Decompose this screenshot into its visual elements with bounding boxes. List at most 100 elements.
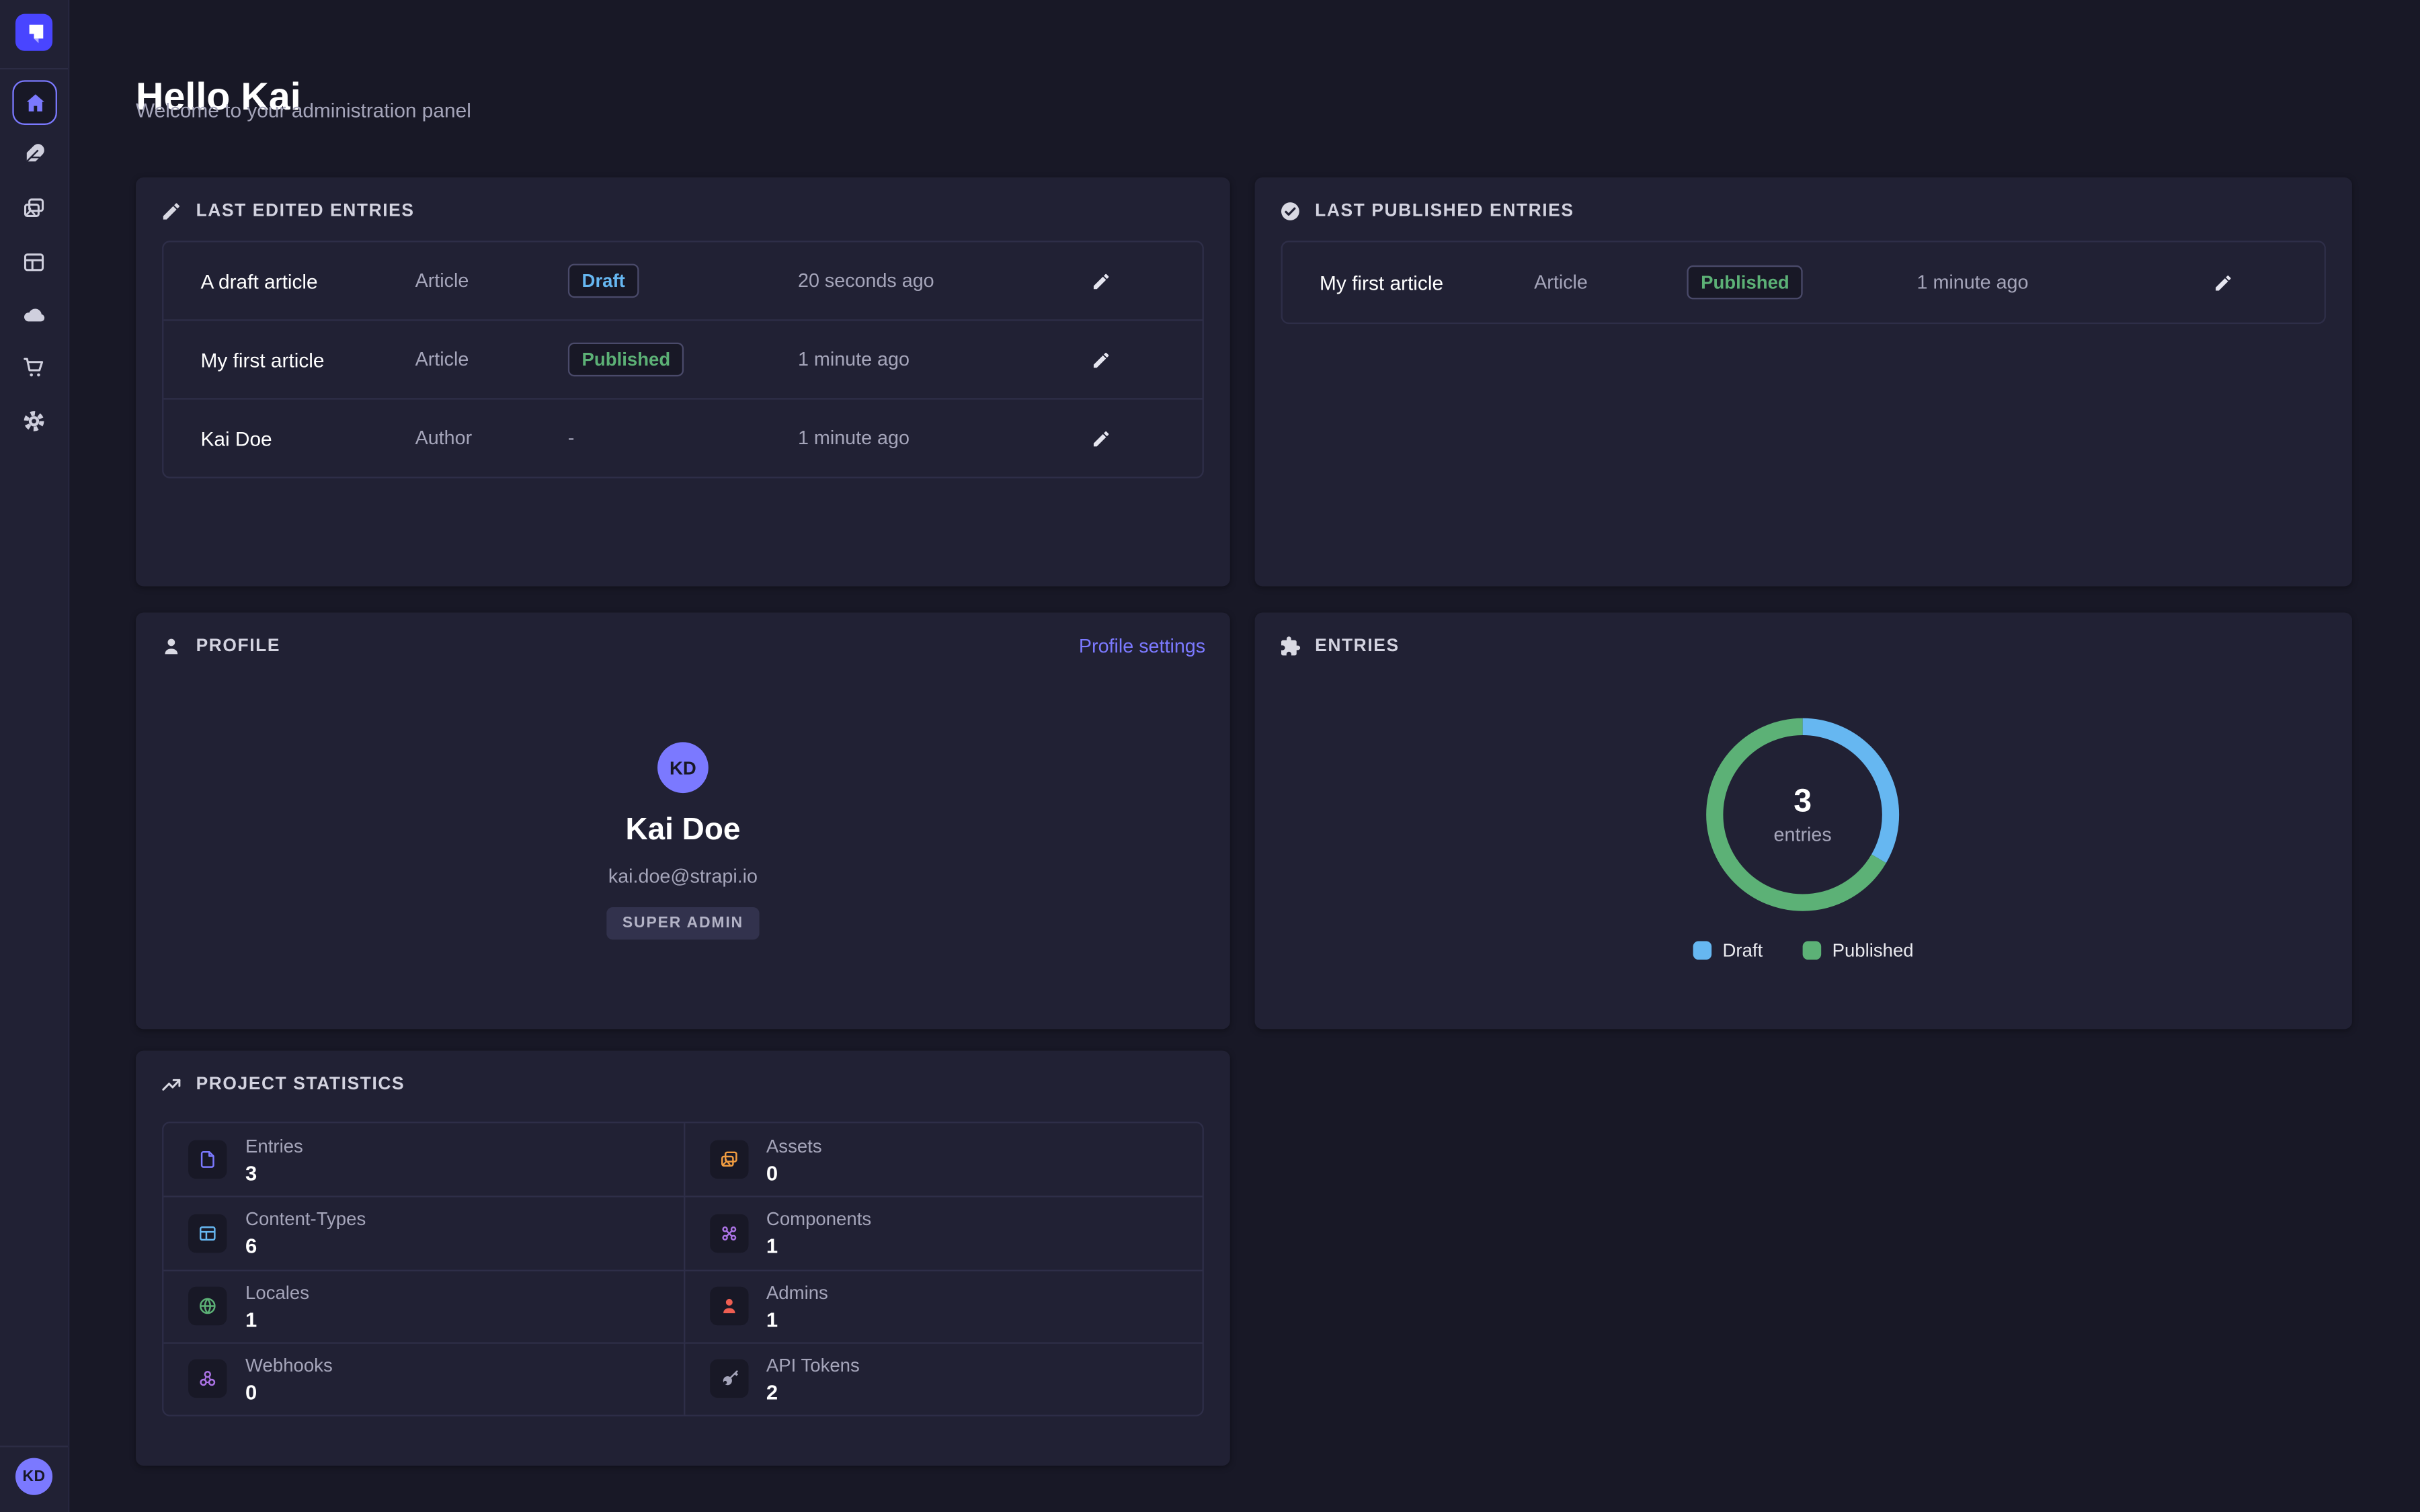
feather-icon (22, 142, 46, 167)
avatar: KD (657, 742, 709, 793)
pencil-icon (2212, 272, 2232, 292)
stat-label: Content-Types (245, 1209, 366, 1230)
entry-name: Kai Doe (200, 427, 415, 450)
sidebar-item-media-library[interactable] (15, 190, 52, 226)
stat-label: Locales (245, 1282, 309, 1303)
last-published-table: My first article Article Published 1 min… (1281, 241, 2326, 324)
profile-name: Kai Doe (625, 813, 740, 849)
table-row[interactable]: A draft article Article Draft 20 seconds… (163, 242, 1202, 319)
user-icon (161, 636, 182, 657)
panel-title: LAST PUBLISHED ENTRIES (1315, 202, 1574, 221)
sidebar-divider-top (0, 68, 68, 69)
last-edited-table: A draft article Article Draft 20 seconds… (162, 241, 1204, 478)
legend-item-published: Published (1803, 939, 1914, 961)
stat-api-tokens: API Tokens2 (683, 1342, 1203, 1415)
panel-header: PROFILE Profile settings (136, 612, 1230, 657)
home-icon (22, 90, 47, 115)
donut-legend: Draft Published (1255, 939, 2352, 961)
status-badge-published: Published (1687, 265, 1803, 300)
content-types-layout-icon (198, 1223, 218, 1243)
panel-header: LAST PUBLISHED ENTRIES (1255, 177, 2352, 222)
profile-email: kai.doe@strapi.io (608, 866, 758, 887)
panel-last-published-entries: LAST PUBLISHED ENTRIES My first article … (1255, 177, 2352, 586)
stat-label: Admins (766, 1282, 828, 1303)
panel-profile: PROFILE Profile settings KD Kai Doe kai.… (136, 612, 1230, 1029)
stat-webhooks: Webhooks 0 (163, 1342, 683, 1415)
puzzle-icon (1279, 636, 1301, 657)
sidebar-item-marketplace[interactable] (15, 349, 52, 386)
stats-grid: Entries 3 Assets0 Content-Types 6 Componen… (162, 1122, 1204, 1417)
pencil-icon (1090, 349, 1111, 370)
stat-label: Webhooks (245, 1355, 333, 1376)
stat-admins: Admins1 (683, 1269, 1203, 1341)
page-subtitle: Welcome to your administration panel (136, 99, 471, 122)
stat-value: 3 (245, 1161, 303, 1184)
legend-swatch-published (1803, 941, 1822, 960)
sidebar-item-settings[interactable] (15, 403, 52, 439)
pencil-icon (1090, 271, 1111, 291)
sidebar-item-content-manager[interactable] (15, 136, 52, 173)
edit-entry-button[interactable] (1085, 428, 1116, 448)
stat-label: Entries (245, 1135, 303, 1157)
entry-name: My first article (1320, 271, 1534, 294)
entry-type: Article (415, 349, 568, 370)
entry-time: 1 minute ago (798, 427, 1085, 449)
panel-title: PROFILE (196, 637, 281, 656)
role-badge: SUPER ADMIN (607, 907, 759, 939)
images-icon (22, 196, 46, 221)
webhooks-knot-icon (198, 1369, 218, 1389)
edit-entry-button[interactable] (1085, 349, 1116, 370)
stat-assets: Assets0 (683, 1123, 1203, 1195)
stat-content-types: Content-Types 6 (163, 1196, 683, 1269)
table-row[interactable]: My first article Article Published 1 min… (163, 319, 1202, 398)
table-row[interactable]: Kai Doe Author - 1 minute ago (163, 398, 1202, 476)
legend-label: Published (1832, 939, 1914, 961)
status-badge-published: Published (568, 343, 684, 377)
stat-locales: Locales 1 (163, 1269, 683, 1341)
entry-time: 20 seconds ago (798, 270, 1085, 292)
entry-time: 1 minute ago (798, 349, 1085, 370)
stat-label: API Tokens (766, 1355, 860, 1376)
panel-title: LAST EDITED ENTRIES (196, 202, 415, 221)
stat-label: Components (766, 1209, 871, 1230)
stat-value: 6 (245, 1235, 366, 1258)
edit-entry-button[interactable] (1085, 271, 1116, 291)
check-circle-icon (1279, 200, 1301, 222)
entry-type: Author (415, 427, 568, 449)
panel-last-edited-entries: LAST EDITED ENTRIES A draft article Arti… (136, 177, 1230, 586)
entries-file-icon (198, 1150, 218, 1170)
stat-value: 0 (245, 1381, 333, 1404)
sidebar-item-cloud[interactable] (15, 296, 52, 333)
panel-title: PROJECT STATISTICS (196, 1075, 405, 1094)
entry-name: My first article (200, 348, 415, 371)
api-tokens-key-icon (719, 1369, 739, 1389)
strapi-logo[interactable] (15, 14, 52, 51)
trending-up-icon (161, 1074, 182, 1095)
shopping-cart-icon (22, 355, 46, 380)
stat-value: 1 (245, 1308, 309, 1331)
status-badge-draft: Draft (568, 264, 639, 298)
panel-entries: ENTRIES 3 entries Draft Published (1255, 612, 2352, 1029)
sidebar-item-content-type-builder[interactable] (15, 244, 52, 281)
profile-card: KD Kai Doe kai.doe@strapi.io SUPER ADMIN (136, 742, 1230, 939)
status-none: - (568, 427, 575, 449)
edit-entry-button[interactable] (2207, 272, 2238, 292)
panel-header: ENTRIES (1255, 612, 2352, 657)
stat-value: 0 (766, 1161, 822, 1184)
panel-project-statistics: PROJECT STATISTICS Entries 3 Assets0 Cont… (136, 1051, 1230, 1466)
sidebar-item-home[interactable] (12, 80, 57, 125)
panel-header: LAST EDITED ENTRIES (136, 177, 1230, 222)
panel-title: ENTRIES (1315, 637, 1400, 656)
strapi-logo-icon (15, 14, 52, 51)
entry-name: A draft article (200, 269, 415, 292)
legend-label: Draft (1723, 939, 1763, 961)
panel-header: PROJECT STATISTICS (136, 1051, 1230, 1096)
table-row[interactable]: My first article Article Published 1 min… (1283, 242, 2325, 322)
stat-components: Components1 (683, 1196, 1203, 1269)
legend-swatch-draft (1693, 941, 1712, 960)
sidebar-user-avatar[interactable]: KD (15, 1458, 52, 1495)
profile-settings-link[interactable]: Profile settings (1079, 636, 1205, 657)
layout-icon (22, 250, 46, 275)
locales-globe-icon (198, 1296, 218, 1316)
entry-time: 1 minute ago (1917, 271, 2208, 293)
